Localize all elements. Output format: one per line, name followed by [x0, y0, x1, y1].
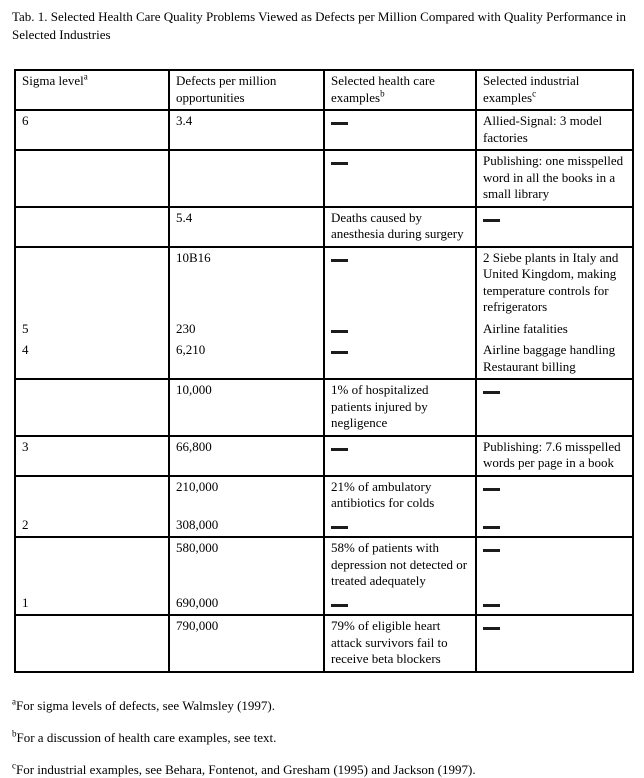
table-row: 2 308,000	[14, 514, 634, 538]
table-cell	[323, 435, 476, 477]
table-cell	[323, 340, 476, 380]
footnote: cFor industrial examples, see Behara, Fo…	[12, 760, 476, 777]
table-cell: Allied-Signal: 3 model factories	[475, 110, 634, 151]
table-cell	[14, 537, 169, 593]
table-caption: Tab. 1. Selected Health Care Quality Pro…	[12, 9, 626, 42]
quality-defects-table: Sigma levela Defects per million opportun…	[14, 69, 634, 673]
table-row: 10,000 1% of hospitalized patients injure…	[14, 379, 634, 437]
table-cell: 58% of patients with depression not dete…	[323, 537, 476, 593]
table-cell: 2	[14, 514, 169, 538]
em-dash-icon	[483, 487, 500, 491]
table-cell: Airline fatalities	[475, 318, 634, 340]
em-dash-icon	[331, 603, 348, 607]
table-cell: 66,800	[168, 435, 324, 477]
table-cell	[14, 475, 169, 515]
table-header-row: Sigma levela Defects per million opportun…	[14, 69, 634, 111]
table-cell	[14, 615, 169, 673]
footnote-marker: b	[12, 728, 17, 739]
table-cell	[14, 150, 169, 208]
table-cell	[323, 110, 476, 151]
em-dash-icon	[483, 218, 500, 222]
table-cell: 2 Siebe plants in Italy and United Kingd…	[475, 246, 634, 319]
footnote-marker: a	[83, 71, 88, 82]
table-row: 3 66,800 Publishing: 7.6 misspelled words …	[14, 435, 634, 477]
em-dash-icon	[483, 603, 500, 607]
table-cell	[475, 475, 634, 515]
table-cell: 21% of ambulatory antibiotics for colds	[323, 475, 476, 515]
table-cell: 5	[14, 318, 169, 340]
table-row: 1 690,000	[14, 592, 634, 616]
table-cell: Airline baggage handling Restaurant bill…	[475, 340, 634, 380]
header-cell: Selected industrial examplesc	[475, 69, 634, 111]
footnote: aFor sigma levels of defects, see Walmsl…	[12, 696, 276, 713]
em-dash-icon	[331, 258, 348, 262]
table-cell: 1% of hospitalized patients injured by n…	[323, 379, 476, 437]
table-cell	[475, 615, 634, 673]
table-cell	[323, 592, 476, 616]
table-cell	[475, 379, 634, 437]
footnote-marker: c	[12, 760, 16, 771]
header-cell: Sigma levela	[14, 69, 169, 111]
header-cell: Selected health care examplesb	[323, 69, 476, 111]
table-cell	[323, 318, 476, 340]
table-cell: 210,000	[168, 475, 324, 515]
table-body: Sigma levela Defects per million opportun…	[14, 69, 634, 673]
em-dash-icon	[331, 162, 348, 165]
footnote-marker: a	[12, 696, 16, 707]
footnotes-section: aFor sigma levels of defects, see Walmsl…	[12, 697, 632, 778]
table-cell: 5.4	[168, 206, 324, 248]
em-dash-icon	[483, 549, 500, 552]
table-cell: 690,000	[168, 592, 324, 616]
em-dash-icon	[331, 447, 348, 451]
table-cell	[475, 514, 634, 538]
table-cell: 10,000	[168, 379, 324, 437]
table-cell: 3.4	[168, 110, 324, 151]
table-row: 5.4 Deaths caused by anesthesia during su…	[14, 206, 634, 248]
table-cell	[323, 514, 476, 538]
table-cell	[323, 246, 476, 319]
table-cell: 580,000	[168, 537, 324, 593]
table-cell: Deaths caused by anesthesia during surge…	[323, 206, 476, 248]
footnote: bFor a discussion of health care example…	[12, 728, 277, 745]
table-cell: 4	[14, 340, 169, 380]
table-cell	[14, 246, 169, 319]
table-cell: 6,210	[168, 340, 324, 380]
em-dash-icon	[331, 525, 348, 529]
em-dash-icon	[483, 627, 500, 630]
table-cell: 3	[14, 435, 169, 477]
footnote-marker: b	[380, 88, 385, 99]
table-row: 10B16 2 Siebe plants in Italy and United …	[14, 246, 634, 319]
table-cell: 79% of eligible heart attack survivors f…	[323, 615, 476, 673]
table-row: 5 230 Airline fatalities	[14, 318, 634, 340]
em-dash-icon	[483, 525, 500, 529]
em-dash-icon	[331, 329, 348, 333]
table-cell: Publishing: 7.6 misspelled words per pag…	[475, 435, 634, 477]
table-row: Publishing: one misspelled word in all t…	[14, 150, 634, 208]
table-cell	[475, 537, 634, 593]
table-cell: 1	[14, 592, 169, 616]
table-cell: 308,000	[168, 514, 324, 538]
table-cell	[168, 150, 324, 208]
table-cell: 230	[168, 318, 324, 340]
em-dash-icon	[331, 351, 348, 354]
em-dash-icon	[331, 122, 348, 125]
table-row: 580,000 58% of patients with depression n…	[14, 537, 634, 593]
table-row: 4 6,210 Airline baggage handling Restauran…	[14, 340, 634, 380]
footnote-marker: c	[532, 88, 537, 99]
table-cell	[14, 206, 169, 248]
table-cell: 10B16	[168, 246, 324, 319]
table-cell: 790,000	[168, 615, 324, 673]
em-dash-icon	[483, 391, 500, 394]
table-cell	[323, 150, 476, 208]
table-cell	[475, 592, 634, 616]
table-cell	[14, 379, 169, 437]
table-row: 210,000 21% of ambulatory antibiotics for…	[14, 475, 634, 515]
table-cell: Publishing: one misspelled word in all t…	[475, 150, 634, 208]
table-cell	[475, 206, 634, 248]
table-row: 790,000 79% of eligible heart attack surv…	[14, 615, 634, 673]
table-cell: 6	[14, 110, 169, 151]
header-cell: Defects per million opportunities	[168, 69, 324, 111]
table-row: 6 3.4 Allied-Signal: 3 model factories	[14, 110, 634, 151]
